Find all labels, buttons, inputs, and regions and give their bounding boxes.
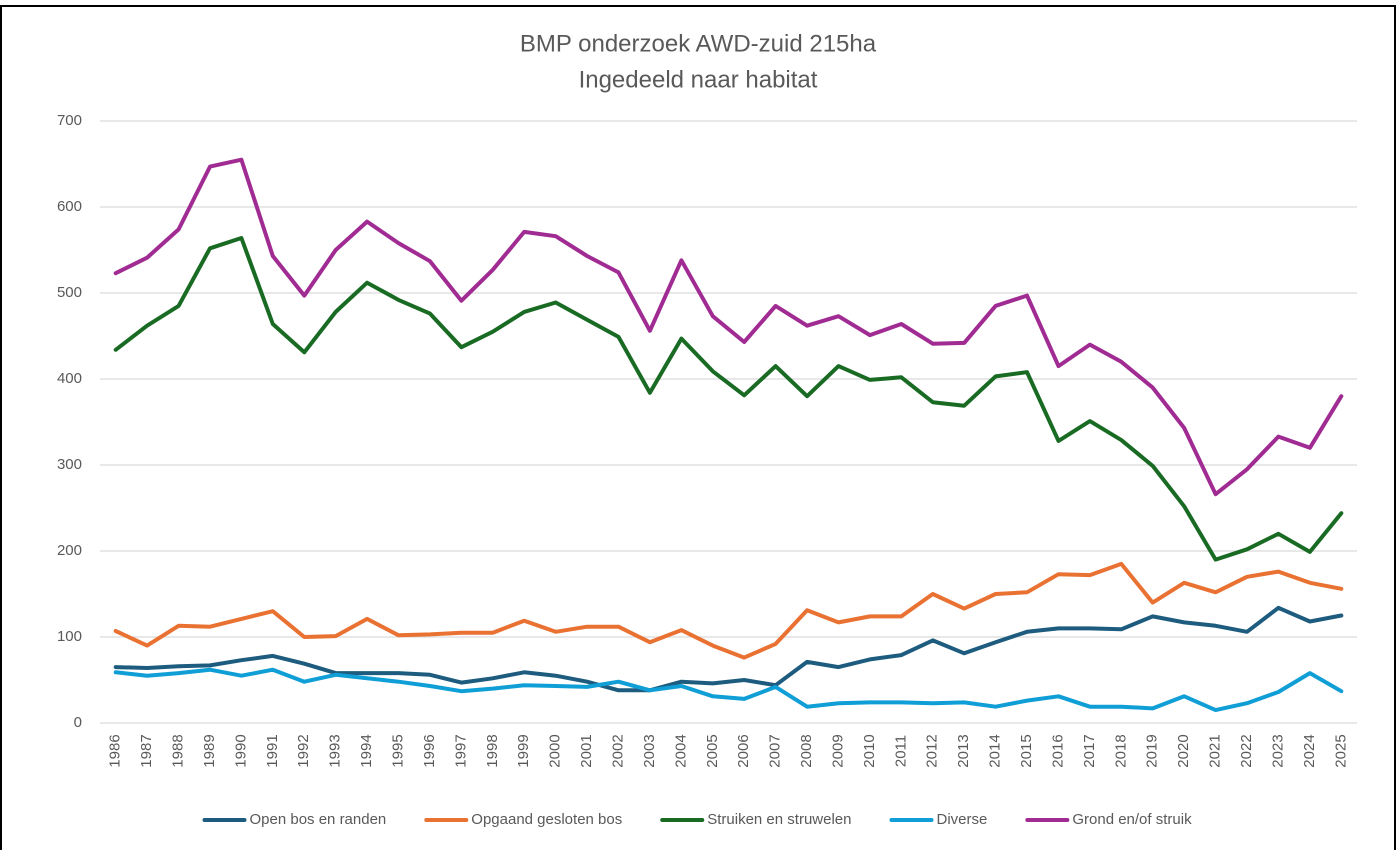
- x-tick-label: 1988: [170, 734, 187, 767]
- y-tick-label: 600: [57, 198, 82, 215]
- x-tick-label: 2016: [1049, 734, 1066, 767]
- chart-frame: [0, 5, 1396, 850]
- x-tick-label: 2001: [578, 734, 595, 767]
- x-tick-label: 1989: [201, 734, 218, 767]
- chart-subtitle: Ingedeeld naar habitat: [579, 66, 818, 93]
- x-tick-label: 1993: [327, 734, 344, 767]
- x-tick-label: 2011: [892, 735, 909, 767]
- legend-label: Grond en/of struik: [1072, 811, 1192, 828]
- x-tick-label: 1996: [421, 734, 438, 767]
- x-tick-label: 2013: [955, 734, 972, 767]
- x-tick-label: 2005: [704, 734, 721, 767]
- x-tick-label: 1987: [138, 734, 155, 767]
- x-tick-label: 1995: [390, 734, 407, 767]
- x-tick-label: 1990: [232, 734, 249, 767]
- series-line: [113, 157, 1344, 497]
- x-tick-label: 2025: [1332, 734, 1349, 767]
- x-tick-label: 2022: [1238, 734, 1255, 767]
- x-tick-label: 2010: [861, 734, 878, 767]
- legend-label: Open bos en randen: [250, 811, 387, 828]
- x-tick-label: 2014: [987, 734, 1004, 767]
- x-tick-label: 2006: [735, 734, 752, 767]
- x-tick-label: 2017: [1081, 734, 1098, 767]
- x-tick-label: 2009: [829, 734, 846, 767]
- y-tick-label: 300: [57, 456, 82, 473]
- x-tick-label: 2019: [1144, 734, 1161, 767]
- x-tick-label: 1986: [107, 734, 124, 767]
- x-tick-label: 2021: [1207, 734, 1224, 767]
- y-tick-label: 400: [57, 370, 82, 387]
- x-tick-label: 2020: [1175, 734, 1192, 767]
- legend-label: Opgaand gesloten bos: [471, 811, 622, 828]
- x-tick-label: 2007: [767, 734, 784, 767]
- y-tick-label: 200: [57, 542, 82, 559]
- x-tick-label: 1992: [295, 734, 312, 767]
- x-tick-label: 1997: [452, 734, 469, 767]
- x-tick-label: 1998: [484, 734, 501, 767]
- x-tick-label: 2003: [641, 734, 658, 767]
- legend: Open bos en randen Opgaand gesloten bos St…: [202, 811, 1192, 828]
- x-tick-label: 2012: [924, 734, 941, 767]
- x-tick-label: 2002: [609, 734, 626, 767]
- legend-label: Struiken en struwelen: [707, 811, 851, 828]
- series-line: [113, 561, 1344, 660]
- legend-label: Diverse: [936, 811, 987, 828]
- x-tick-label: 2023: [1269, 734, 1286, 767]
- x-tick-label: 2008: [798, 734, 815, 767]
- x-tick-label: 1994: [358, 734, 375, 767]
- y-tick-label: 0: [74, 714, 82, 731]
- x-tick-label: 1999: [515, 734, 532, 767]
- x-tick-label: 1991: [264, 734, 281, 767]
- y-tick-label: 500: [57, 284, 82, 301]
- chart-title: BMP onderzoek AWD-zuid 215ha: [520, 30, 877, 57]
- y-tick-label: 700: [57, 112, 82, 129]
- y-tick-label: 100: [57, 628, 82, 645]
- series-line: [113, 236, 1344, 562]
- series-line: [113, 667, 1344, 713]
- x-tick-label: 2015: [1018, 734, 1035, 767]
- x-tick-label: 2018: [1112, 734, 1129, 767]
- x-tick-label: 2004: [672, 734, 689, 767]
- x-tick-label: 2024: [1301, 734, 1318, 767]
- series-line: [113, 605, 1344, 693]
- x-tick-label: 2000: [547, 734, 564, 767]
